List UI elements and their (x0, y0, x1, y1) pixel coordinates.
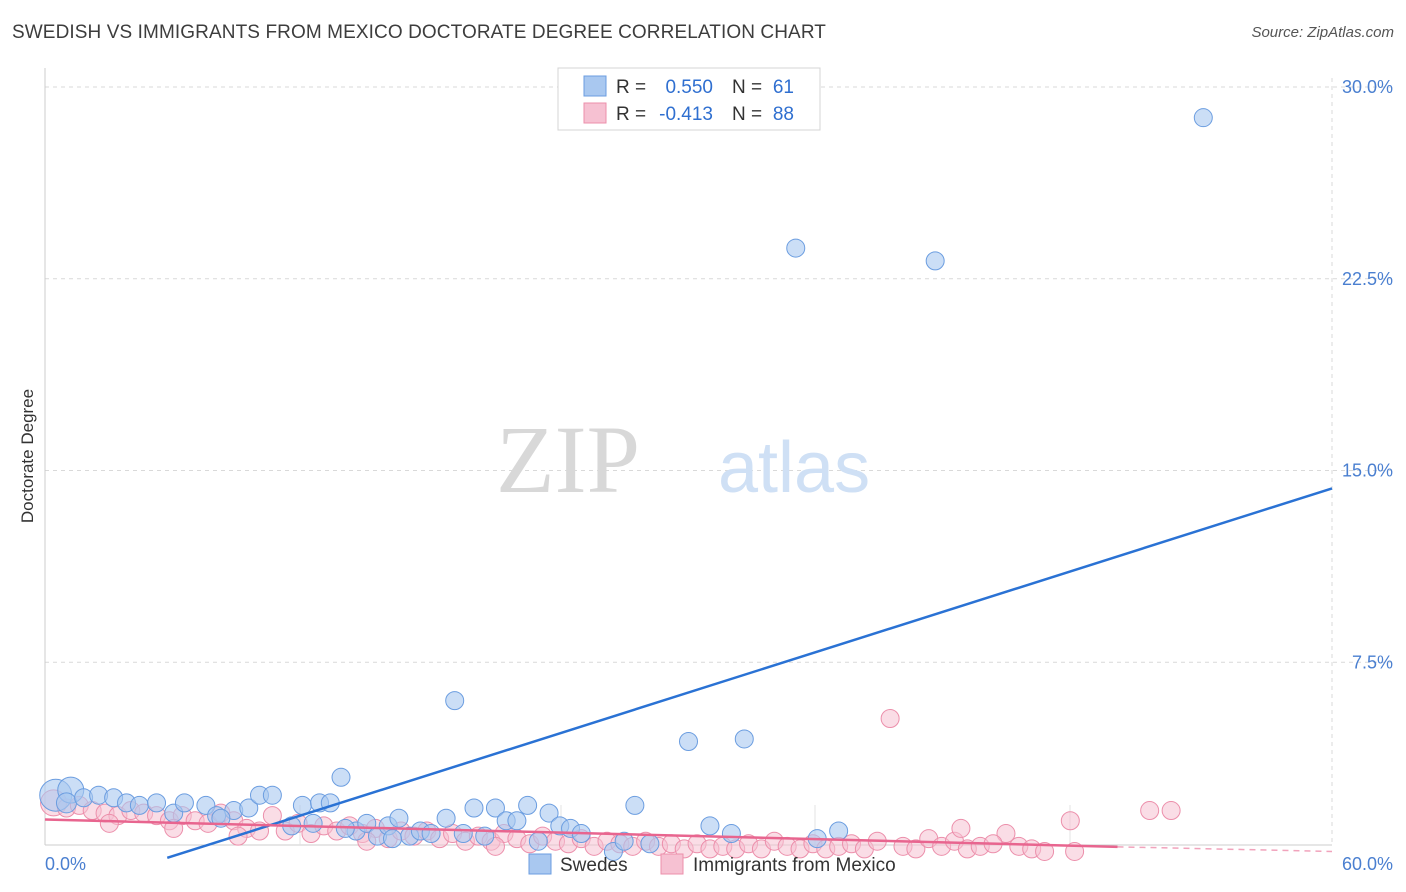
y-tick-label-0: 7.5% (1352, 652, 1393, 672)
chart-title: SWEDISH VS IMMIGRANTS FROM MEXICO DOCTOR… (12, 22, 827, 43)
point-swedes-49 (700, 816, 720, 836)
point-mexico-79 (1060, 811, 1080, 831)
bottom-legend-mexico: Immigrants from Mexico (693, 855, 896, 876)
legend-r-label-1: R = (616, 77, 646, 98)
legend-r-value-1: 0.550 (665, 77, 713, 98)
legend-n-label-2: N = (732, 104, 762, 125)
point-swedes-46 (625, 795, 645, 815)
axes (44, 68, 1332, 846)
point-swedes-41 (539, 803, 559, 823)
trend-lines (44, 487, 1333, 860)
bottom-legend-swatch-swedes (528, 853, 552, 875)
point-swedes-30 (421, 824, 441, 844)
point-swedes-57 (382, 829, 402, 849)
point-swedes-8 (147, 793, 167, 813)
watermark-atlas: atlas (718, 428, 870, 508)
trend-line-swedes (166, 487, 1333, 860)
legend-r-label-2: R = (616, 104, 646, 125)
point-swedes-16 (262, 785, 282, 805)
point-mexico-80 (1140, 801, 1160, 821)
trend-line-mexico (44, 818, 1118, 849)
point-swedes-10 (174, 793, 194, 813)
point-swedes-36 (485, 798, 505, 818)
point-swedes-14 (239, 798, 259, 818)
point-swedes-19 (303, 813, 323, 833)
legend-r-value-2: -0.413 (659, 104, 713, 125)
point-swedes-7 (129, 795, 149, 815)
point-mexico-78 (1035, 841, 1055, 861)
point-swedes-27 (389, 808, 409, 828)
point-mexico-83 (99, 813, 119, 833)
y-tick-label-3: 30.0% (1342, 77, 1393, 97)
legend-n-value-2: 88 (773, 104, 794, 125)
point-swedes-38 (507, 811, 527, 831)
watermark-zip: ZIP (496, 406, 640, 513)
point-mexico-81 (1161, 801, 1181, 821)
stats-legend: R = 0.550 N = 61 R = -0.413 N = 88 (557, 67, 821, 131)
point-swedes-48 (679, 732, 698, 752)
point-swedes-55 (1193, 108, 1213, 128)
y-tick-label-1: 15.0% (1342, 461, 1393, 481)
x-tick-label-1: 60.0% (1342, 854, 1393, 874)
point-mexico-65 (880, 708, 900, 728)
series-mexico-points (40, 708, 1181, 861)
point-swedes-39 (518, 795, 538, 815)
legend-swatch-mexico (583, 102, 607, 124)
point-swedes-59 (614, 831, 634, 851)
point-swedes-54 (925, 251, 945, 271)
point-swedes-22 (331, 767, 351, 787)
point-mexico-73 (951, 818, 971, 838)
point-swedes-33 (453, 824, 473, 844)
point-swedes-52 (786, 238, 806, 258)
point-swedes-40 (528, 831, 548, 851)
x-tick-label-0: 0.0% (45, 854, 86, 874)
bottom-legend-swedes: Swedes (560, 855, 628, 876)
point-swedes-51 (734, 729, 754, 749)
point-swedes-31 (436, 808, 456, 828)
y-tick-labels: 7.5% 15.0% 22.5% 30.0% (1342, 77, 1393, 672)
legend-n-label-1: N = (732, 77, 762, 98)
point-swedes-47 (640, 834, 660, 854)
source-label: Source: ZipAtlas.com (1251, 24, 1394, 41)
x-tick-labels: 0.0% 60.0% (45, 854, 1393, 874)
grid-lines (45, 78, 1392, 845)
legend-swatch-swedes (583, 75, 607, 97)
point-swedes-50 (721, 824, 741, 844)
point-mexico-74 (996, 824, 1016, 844)
y-axis-label: Doctorate Degree (18, 389, 37, 523)
legend-n-value-1: 61 (773, 77, 794, 98)
point-swedes-2 (55, 792, 77, 814)
bottom-legend-swatch-mexico (660, 853, 684, 875)
point-swedes-34 (464, 798, 484, 818)
point-mexico-67 (906, 839, 926, 859)
trend-line-mexico-extension (1117, 846, 1333, 853)
series-legend: Swedes Immigrants from Mexico (528, 853, 896, 876)
point-swedes-32 (445, 691, 465, 711)
watermark: ZIP atlas (496, 406, 870, 513)
point-swedes-53 (829, 821, 849, 841)
y-tick-label-2: 22.5% (1342, 269, 1393, 289)
